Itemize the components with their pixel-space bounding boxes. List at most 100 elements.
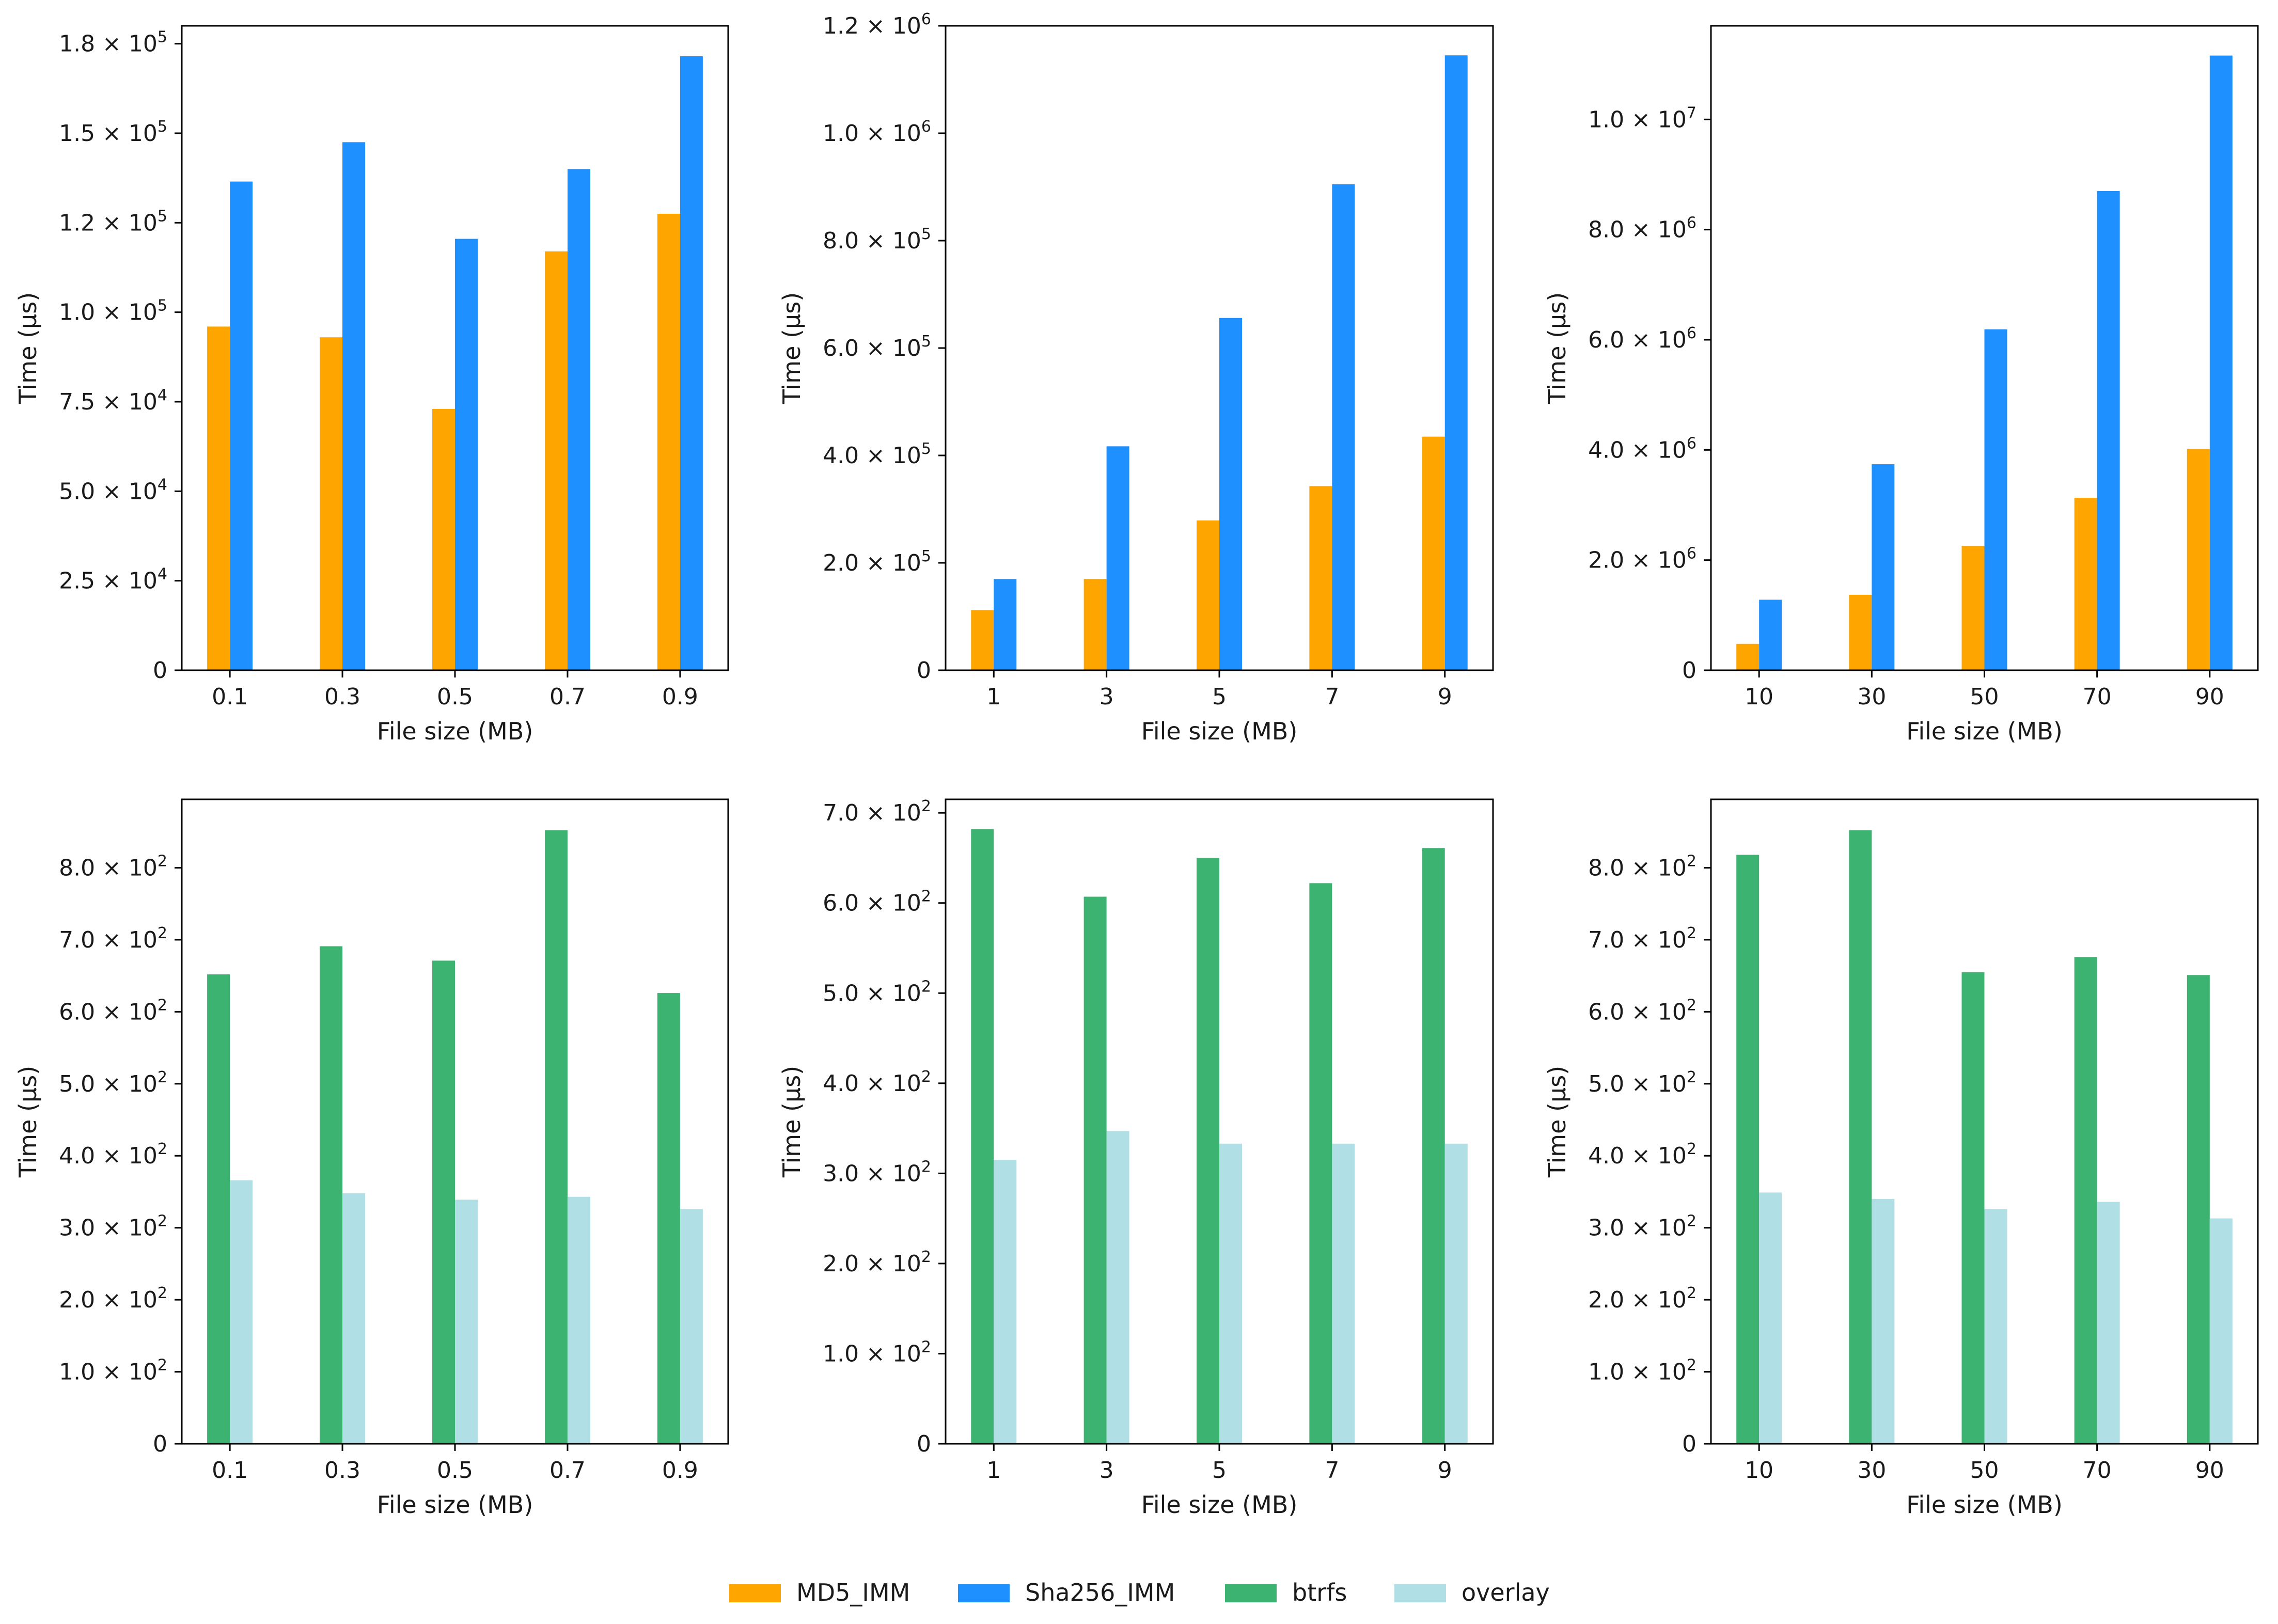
y-axis-label: Time (µs) [14,292,42,404]
bar-btrfs-1 [971,829,994,1444]
bar-MD5_IMM-5 [1197,520,1219,670]
chart-6: 10 30 50 70 90 0 1.0 × 102 2.0 × 102 3.0 × 102 4.… [1543,798,2259,1519]
bar-btrfs-10 [1736,855,1759,1444]
bar-MD5_IMM-50 [1961,545,1985,670]
bar-Sha256_IMM-0.1 [230,181,253,671]
bar-btrfs-70 [2074,957,2097,1444]
bar-btrfs-7 [1309,883,1332,1444]
bar-Sha256_IMM-70 [2097,191,2120,670]
y-axis-label: Time (µs) [778,292,806,404]
bar-btrfs-90 [2187,975,2210,1444]
bar-MD5_IMM-0.1 [207,326,230,670]
bar-overlay-30 [1872,1199,1895,1444]
series-btrfs [1736,830,2210,1444]
x-tick-label: 0.5 [437,684,473,710]
bar-Sha256_IMM-0.3 [342,142,366,670]
bar-Sha256_IMM-5 [1219,318,1242,670]
bar-Sha256_IMM-3 [1106,446,1129,670]
bar-overlay-0.3 [342,1193,366,1444]
series-btrfs [207,830,680,1444]
y-tick-label: 5.0 × 104 [59,476,167,504]
x-tick-label: 3 [1099,1457,1114,1484]
x-tick-label: 5 [1212,684,1227,710]
x-tick-label: 1 [986,1457,1001,1484]
x-axis-label: File size (MB) [377,1491,533,1519]
bar-MD5_IMM-70 [2074,498,2097,670]
series-Sha256_IMM [1759,55,2233,671]
x-tick-label: 70 [2083,684,2112,710]
series-MD5_IMM [971,436,1445,670]
bar-MD5_IMM-0.3 [320,337,343,670]
y-tick-label: 1.0 × 102 [823,1338,931,1367]
y-tick-label: 2.0 × 106 [1588,545,1696,574]
y-tick-label: 4.0 × 102 [1588,1140,1696,1169]
bar-overlay-0.5 [455,1200,478,1444]
bar-MD5_IMM-1 [971,610,994,670]
x-axis-label: File size (MB) [1906,1491,2063,1519]
series-MD5_IMM [1736,449,2210,670]
y-tick-label: 1.0 × 105 [59,297,167,326]
bar-btrfs-5 [1197,858,1219,1444]
bar-btrfs-0.1 [207,974,230,1444]
y-tick-label: 0 [153,1431,167,1457]
bar-Sha256_IMM-10 [1759,600,1782,670]
bar-Sha256_IMM-9 [1444,55,1468,671]
y-tick-label: 1.2 × 105 [59,207,167,236]
y-tick-label: 0 [1682,657,1696,684]
x-tick-label: 0.3 [324,684,360,710]
chart-3: 10 30 50 70 90 0 2.0 × 106 4.0 × 106 6.0 × 106 8.… [1543,25,2259,745]
x-tick-label: 7 [1325,684,1339,710]
bar-overlay-90 [2209,1218,2233,1444]
bar-btrfs-0.9 [657,993,680,1444]
x-axis-label: File size (MB) [377,717,533,745]
bar-overlay-0.7 [567,1196,590,1444]
legend-swatch-Sha256_IMM [958,1584,1010,1602]
bar-btrfs-0.5 [432,960,455,1444]
x-tick-label: 3 [1099,684,1114,710]
y-tick-label: 1.2 × 106 [823,10,931,39]
y-tick-label: 7.0 × 102 [823,797,931,826]
y-tick-label: 0 [917,1431,931,1457]
bar-MD5_IMM-0.9 [657,214,680,670]
y-tick-label: 7.0 × 102 [59,924,167,953]
y-axis-label: Time (µs) [1543,292,1571,404]
x-tick-label: 30 [1857,1457,1886,1484]
y-axis-label: Time (µs) [14,1066,42,1178]
y-tick-label: 7.5 × 104 [59,386,167,415]
y-tick-label: 8.0 × 105 [823,225,931,254]
x-tick-label: 0.7 [549,1457,586,1484]
bar-overlay-7 [1332,1143,1355,1444]
bar-btrfs-0.7 [544,830,568,1444]
x-tick-label: 7 [1325,1457,1339,1484]
legend-swatch-MD5_IMM [729,1584,781,1602]
y-tick-label: 1.0 × 106 [823,118,931,147]
x-tick-label: 10 [1745,684,1773,710]
y-tick-label: 1.8 × 105 [59,28,167,57]
series-overlay [994,1131,1468,1444]
legend: MD5_IMM Sha256_IMM btrfs overlay [729,1579,1550,1606]
y-tick-label: 4.0 × 105 [823,440,931,469]
y-tick-label: 3.0 × 102 [823,1158,931,1187]
legend-swatch-overlay [1394,1584,1446,1602]
legend-swatch-btrfs [1225,1584,1277,1602]
y-tick-label: 2.0 × 102 [59,1284,167,1313]
y-tick-label: 8.0 × 106 [1588,214,1696,243]
x-tick-label: 30 [1857,684,1886,710]
x-tick-label: 0.5 [437,1457,473,1484]
bar-overlay-9 [1444,1143,1468,1444]
y-tick-label: 8.0 × 102 [59,852,167,881]
bar-btrfs-3 [1083,896,1107,1444]
series-MD5_IMM [207,214,680,670]
y-tick-label: 2.0 × 105 [823,547,931,576]
y-tick-label: 4.0 × 106 [1588,434,1696,463]
chart-1: 0.1 0.3 0.5 0.7 0.9 0 2.5 × 104 5.0 × 104 7.5 × … [14,25,729,745]
bar-Sha256_IMM-1 [994,579,1017,670]
bar-MD5_IMM-7 [1309,486,1332,670]
legend-label-MD5_IMM: MD5_IMM [796,1579,910,1606]
y-tick-label: 4.0 × 102 [59,1140,167,1169]
x-tick-label: 50 [1970,1457,1999,1484]
bar-Sha256_IMM-7 [1332,184,1355,670]
x-tick-label: 5 [1212,1457,1227,1484]
chart-2: 1 3 5 7 9 0 2.0 × 105 4.0 × 105 6.0 × 105 8.0 × 1… [778,10,1494,745]
bar-btrfs-30 [1849,830,1872,1444]
